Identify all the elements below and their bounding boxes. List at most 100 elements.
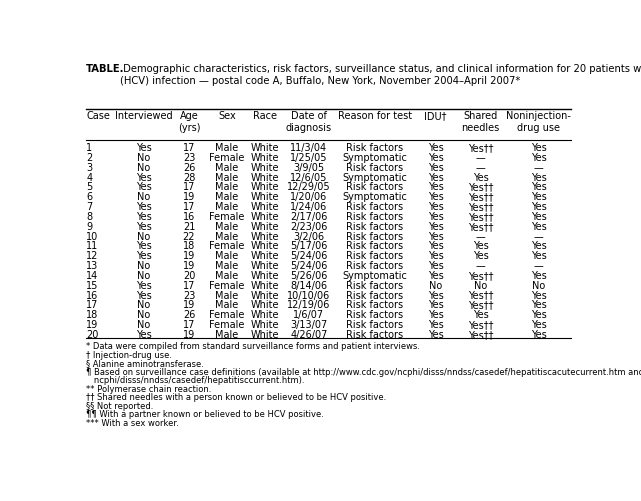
- Text: 16: 16: [86, 291, 98, 301]
- Text: No: No: [137, 231, 151, 241]
- Text: White: White: [251, 182, 279, 192]
- Text: Male: Male: [215, 261, 238, 271]
- Text: 11: 11: [86, 241, 98, 252]
- Text: White: White: [251, 320, 279, 330]
- Text: 1: 1: [86, 143, 92, 153]
- Text: Risk factors: Risk factors: [347, 202, 404, 212]
- Text: 21: 21: [183, 222, 195, 232]
- Text: † Injection-drug use.: † Injection-drug use.: [86, 351, 172, 360]
- Text: Age
(yrs): Age (yrs): [178, 111, 200, 133]
- Text: 17: 17: [183, 143, 195, 153]
- Text: Yes††: Yes††: [468, 301, 494, 311]
- Text: Yes: Yes: [428, 212, 444, 222]
- Text: White: White: [251, 330, 279, 340]
- Text: No: No: [429, 281, 442, 291]
- Text: White: White: [251, 252, 279, 261]
- Text: 1/6/07: 1/6/07: [293, 310, 324, 320]
- Text: Yes: Yes: [531, 153, 546, 163]
- Text: 5/26/06: 5/26/06: [290, 271, 328, 281]
- Text: Symptomatic: Symptomatic: [342, 153, 408, 163]
- Text: Yes: Yes: [428, 330, 444, 340]
- Text: 5/24/06: 5/24/06: [290, 261, 328, 271]
- Text: White: White: [251, 153, 279, 163]
- Text: No: No: [532, 281, 545, 291]
- Text: Risk factors: Risk factors: [347, 241, 404, 252]
- Text: Yes: Yes: [428, 271, 444, 281]
- Text: Yes††: Yes††: [468, 212, 494, 222]
- Text: 5/24/06: 5/24/06: [290, 252, 328, 261]
- Text: § Alanine aminotransferase.: § Alanine aminotransferase.: [86, 359, 204, 368]
- Text: 7: 7: [86, 202, 92, 212]
- Text: No: No: [137, 163, 151, 173]
- Text: 20: 20: [86, 330, 99, 340]
- Text: No: No: [137, 192, 151, 202]
- Text: Yes: Yes: [136, 330, 152, 340]
- Text: Risk factors: Risk factors: [347, 291, 404, 301]
- Text: Yes††: Yes††: [468, 202, 494, 212]
- Text: 8/14/06: 8/14/06: [290, 281, 328, 291]
- Text: 17: 17: [183, 281, 195, 291]
- Text: Yes: Yes: [531, 172, 546, 182]
- Text: Yes: Yes: [531, 241, 546, 252]
- Text: Yes: Yes: [136, 281, 152, 291]
- Text: 3/13/07: 3/13/07: [290, 320, 328, 330]
- Text: Risk factors: Risk factors: [347, 301, 404, 311]
- Text: 6: 6: [86, 192, 92, 202]
- Text: Risk factors: Risk factors: [347, 231, 404, 241]
- Text: Risk factors: Risk factors: [347, 163, 404, 173]
- Text: 12: 12: [86, 252, 99, 261]
- Text: Symptomatic: Symptomatic: [342, 271, 408, 281]
- Text: Risk factors: Risk factors: [347, 222, 404, 232]
- Text: 13: 13: [86, 261, 98, 271]
- Text: Yes: Yes: [531, 212, 546, 222]
- Text: White: White: [251, 261, 279, 271]
- Text: Yes: Yes: [136, 143, 152, 153]
- Text: Male: Male: [215, 301, 238, 311]
- Text: Yes: Yes: [531, 310, 546, 320]
- Text: 9: 9: [86, 222, 92, 232]
- Text: Yes: Yes: [428, 143, 444, 153]
- Text: White: White: [251, 301, 279, 311]
- Text: White: White: [251, 192, 279, 202]
- Text: 10: 10: [86, 231, 98, 241]
- Text: Yes: Yes: [428, 192, 444, 202]
- Text: 5/17/06: 5/17/06: [290, 241, 328, 252]
- Text: White: White: [251, 143, 279, 153]
- Text: Yes: Yes: [136, 212, 152, 222]
- Text: 5: 5: [86, 182, 92, 192]
- Text: 3/2/06: 3/2/06: [293, 231, 324, 241]
- Text: Yes: Yes: [531, 301, 546, 311]
- Text: §§ Not reported.: §§ Not reported.: [86, 401, 153, 410]
- Text: Symptomatic: Symptomatic: [342, 192, 408, 202]
- Text: Yes: Yes: [473, 252, 488, 261]
- Text: Male: Male: [215, 231, 238, 241]
- Text: 19: 19: [183, 301, 195, 311]
- Text: Yes: Yes: [531, 252, 546, 261]
- Text: Date of
diagnosis: Date of diagnosis: [286, 111, 332, 133]
- Text: 16: 16: [183, 212, 195, 222]
- Text: 17: 17: [183, 202, 195, 212]
- Text: Yes: Yes: [428, 320, 444, 330]
- Text: Yes: Yes: [473, 310, 488, 320]
- Text: 2: 2: [86, 153, 92, 163]
- Text: ncphi/disss/nndss/casedef/hepatitisccurrent.htm).: ncphi/disss/nndss/casedef/hepatitisccurr…: [86, 376, 304, 385]
- Text: Symptomatic: Symptomatic: [342, 172, 408, 182]
- Text: 1/24/06: 1/24/06: [290, 202, 328, 212]
- Text: Male: Male: [215, 252, 238, 261]
- Text: 1/25/05: 1/25/05: [290, 153, 328, 163]
- Text: 23: 23: [183, 291, 195, 301]
- Text: White: White: [251, 281, 279, 291]
- Text: Yes: Yes: [531, 182, 546, 192]
- Text: 3/9/05: 3/9/05: [293, 163, 324, 173]
- Text: Yes: Yes: [136, 222, 152, 232]
- Text: Risk factors: Risk factors: [347, 310, 404, 320]
- Text: Yes: Yes: [531, 192, 546, 202]
- Text: Risk factors: Risk factors: [347, 212, 404, 222]
- Text: White: White: [251, 222, 279, 232]
- Text: Yes††: Yes††: [468, 182, 494, 192]
- Text: Yes: Yes: [428, 291, 444, 301]
- Text: White: White: [251, 231, 279, 241]
- Text: Female: Female: [210, 153, 245, 163]
- Text: —: —: [476, 153, 486, 163]
- Text: 22: 22: [183, 231, 196, 241]
